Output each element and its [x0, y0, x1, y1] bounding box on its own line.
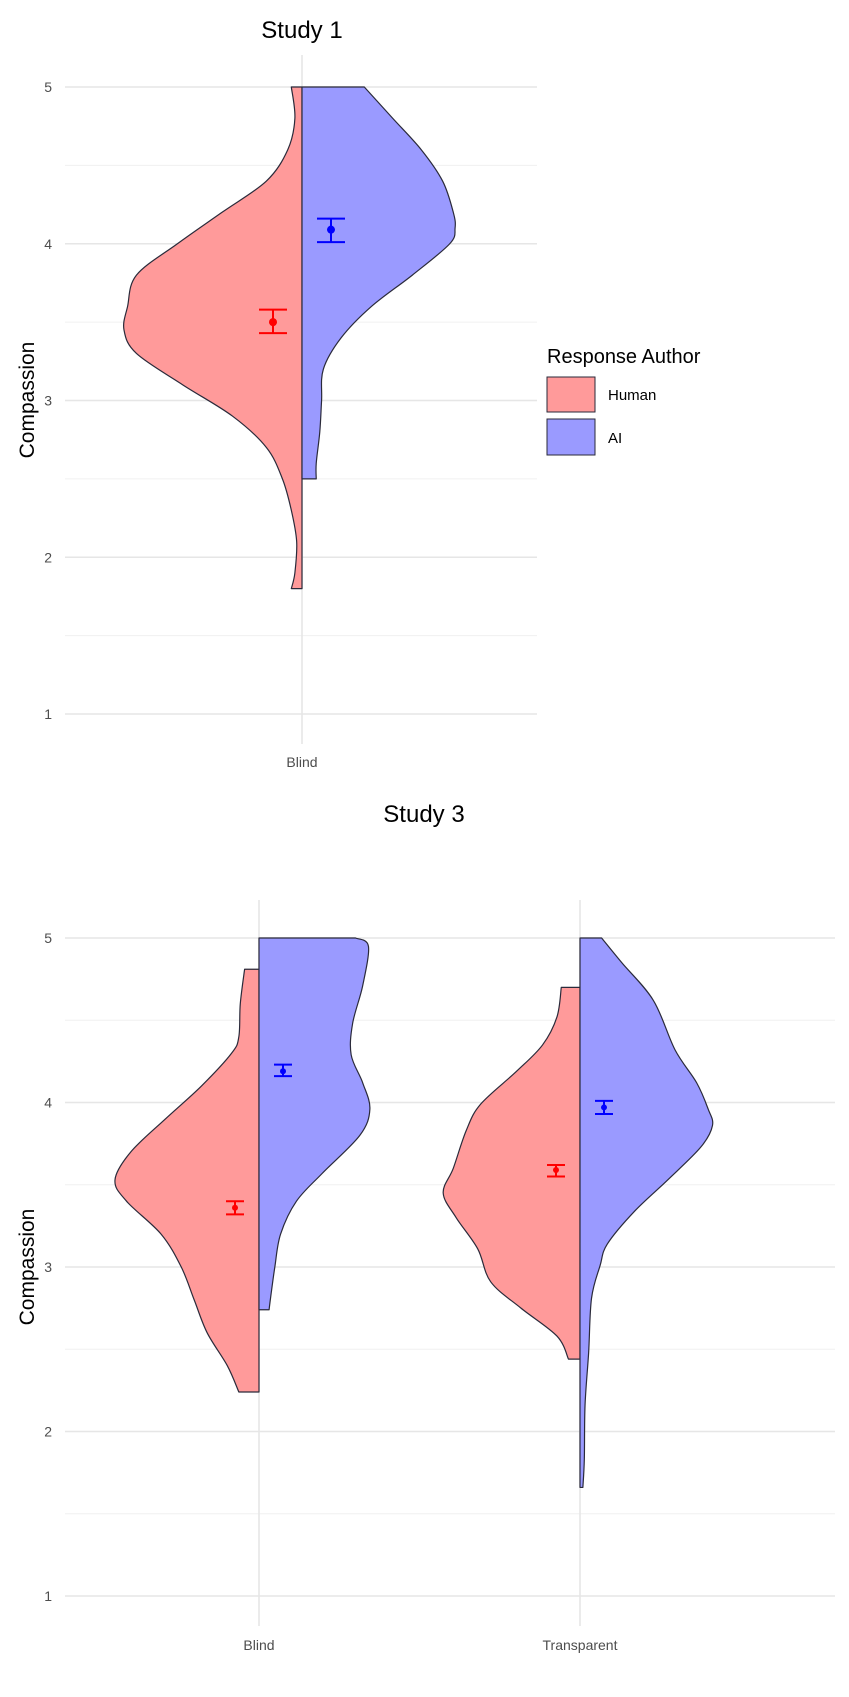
- y-tick-label: 1: [44, 706, 52, 722]
- errorbar-ai: [317, 217, 345, 244]
- mean-point-human: [269, 318, 277, 327]
- y-tick-label: 4: [44, 236, 52, 252]
- errorbar-ai: [274, 1063, 292, 1078]
- y-tick-label: 5: [44, 930, 52, 946]
- legend-label-ai: AI: [608, 430, 622, 447]
- panel-title: Study 3: [383, 801, 464, 828]
- mean-point-ai: [327, 225, 335, 234]
- violin-human-blind: [123, 86, 303, 590]
- errorbar-ai: [595, 1099, 613, 1116]
- y-axis-title: Compassion: [16, 342, 39, 459]
- violin-human-blind: [114, 968, 260, 1393]
- violin-ai-transparent: [579, 937, 714, 1489]
- legend-swatch-human: [546, 376, 596, 413]
- errorbar-human: [226, 1200, 244, 1216]
- y-tick-label: 4: [44, 1095, 52, 1111]
- mean-point-human: [553, 1166, 559, 1173]
- violin-ai-blind: [301, 86, 456, 480]
- study1-panel: Study 1 Compassion 1 2 3 4 5 Blind: [16, 17, 537, 770]
- mean-point-ai: [280, 1068, 286, 1075]
- mean-point-ai: [601, 1104, 607, 1111]
- y-tick-label: 3: [44, 1259, 52, 1275]
- y-axis-title: Compassion: [16, 1209, 39, 1326]
- x-tick-label: Blind: [243, 1637, 274, 1653]
- y-tick-label: 2: [44, 1424, 52, 1440]
- x-tick-label: Blind: [286, 754, 317, 770]
- y-tick-label: 5: [44, 79, 52, 95]
- y-tick-label: 2: [44, 549, 52, 565]
- legend: Response Author Human AI: [546, 346, 701, 456]
- violin-human-transparent: [442, 986, 581, 1360]
- y-tick-label: 1: [44, 1588, 52, 1604]
- legend-label-human: Human: [608, 387, 656, 404]
- x-tick-label: Transparent: [543, 1637, 618, 1653]
- y-tick-label: 3: [44, 393, 52, 409]
- legend-swatch-ai: [546, 418, 596, 456]
- errorbar-human: [259, 308, 287, 335]
- errorbar-human: [547, 1164, 565, 1178]
- violin-ai-blind: [258, 937, 371, 1311]
- panel-title: Study 1: [261, 17, 342, 44]
- study3-panel: Study 3 Compassion 1 2 3 4 5 Blind Transparent: [16, 801, 835, 1653]
- mean-point-human: [232, 1204, 238, 1211]
- legend-title: Response Author: [547, 346, 701, 368]
